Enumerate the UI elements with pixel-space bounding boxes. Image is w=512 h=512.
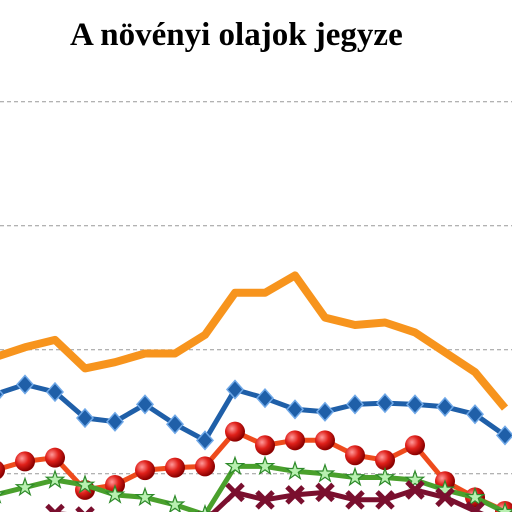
marker <box>0 461 5 479</box>
marker <box>254 455 276 476</box>
marker <box>375 450 395 471</box>
marker <box>494 501 512 512</box>
marker <box>134 486 156 507</box>
marker <box>495 425 512 446</box>
marker <box>435 487 455 508</box>
marker <box>195 456 215 477</box>
marker <box>224 455 246 476</box>
marker <box>225 421 245 442</box>
marker <box>345 490 365 510</box>
marker <box>435 396 455 417</box>
marker <box>225 482 245 503</box>
marker <box>255 388 275 409</box>
marker <box>164 493 186 512</box>
marker <box>375 392 395 414</box>
marker <box>255 490 275 510</box>
marker <box>285 430 305 451</box>
marker <box>45 381 65 403</box>
marker <box>405 394 425 415</box>
marker <box>345 394 365 415</box>
marker <box>465 404 485 425</box>
marker <box>345 445 365 466</box>
marker <box>285 485 305 505</box>
marker <box>285 399 305 420</box>
marker <box>375 490 395 510</box>
marker <box>284 460 306 481</box>
marker <box>225 379 245 400</box>
series-line <box>0 271 509 411</box>
marker <box>0 491 6 504</box>
marker <box>195 430 215 451</box>
marker <box>104 484 126 504</box>
marker <box>105 411 125 432</box>
marker <box>255 435 275 456</box>
marker <box>45 503 65 512</box>
marker <box>465 501 485 512</box>
series-line <box>0 382 507 443</box>
marker <box>464 486 486 507</box>
marker <box>44 469 66 489</box>
marker <box>135 460 155 481</box>
marker <box>344 466 366 487</box>
marker <box>314 462 336 483</box>
marker <box>165 414 185 435</box>
marker <box>404 469 426 489</box>
marker <box>315 401 335 422</box>
series-line <box>51 487 484 512</box>
marker <box>135 394 155 415</box>
marker <box>75 407 95 429</box>
marker <box>315 482 335 503</box>
marker <box>15 451 35 472</box>
plot-area <box>0 101 512 512</box>
marker <box>315 430 335 451</box>
marker <box>14 476 36 497</box>
chart-title: A növényi olajok jegyze <box>70 17 403 53</box>
marker <box>374 466 396 487</box>
marker <box>75 506 95 512</box>
marker <box>434 479 456 499</box>
marker <box>165 457 185 478</box>
marker <box>15 374 35 395</box>
marker <box>405 435 425 456</box>
marker <box>74 474 96 494</box>
marker <box>405 480 425 500</box>
marker <box>45 447 65 468</box>
marker <box>0 389 5 399</box>
